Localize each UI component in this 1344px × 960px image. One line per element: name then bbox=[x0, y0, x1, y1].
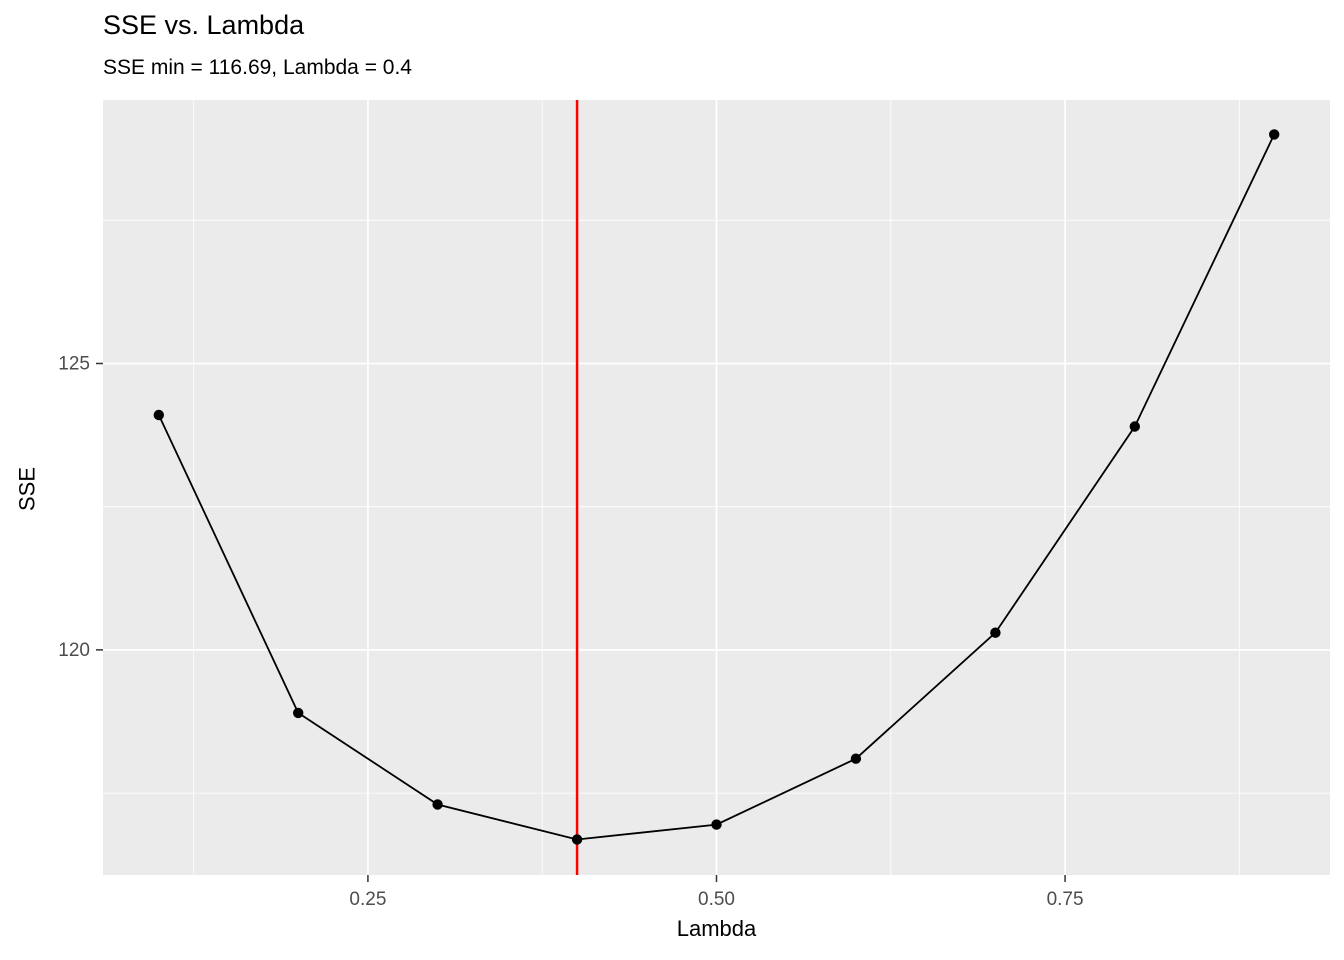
data-point bbox=[990, 627, 1001, 638]
data-point bbox=[711, 819, 722, 830]
plot-title: SSE vs. Lambda bbox=[103, 10, 305, 40]
data-point bbox=[571, 834, 583, 845]
x-tick-label: 0.25 bbox=[349, 889, 386, 910]
x-tick-label: 0.50 bbox=[698, 889, 735, 910]
data-point bbox=[1129, 421, 1141, 432]
x-axis-title: Lambda bbox=[676, 916, 757, 941]
data-point bbox=[432, 799, 443, 810]
data-point bbox=[850, 753, 862, 764]
x-tick-label: 0.75 bbox=[1047, 889, 1084, 910]
y-tick-label: 125 bbox=[58, 353, 90, 374]
data-point bbox=[1269, 129, 1280, 140]
plot-subtitle: SSE min = 116.69, Lambda = 0.4 bbox=[103, 56, 412, 79]
y-tick-label: 120 bbox=[58, 640, 90, 661]
data-point bbox=[153, 409, 164, 421]
data-point bbox=[293, 707, 304, 719]
y-axis-title: SSE bbox=[14, 466, 40, 512]
